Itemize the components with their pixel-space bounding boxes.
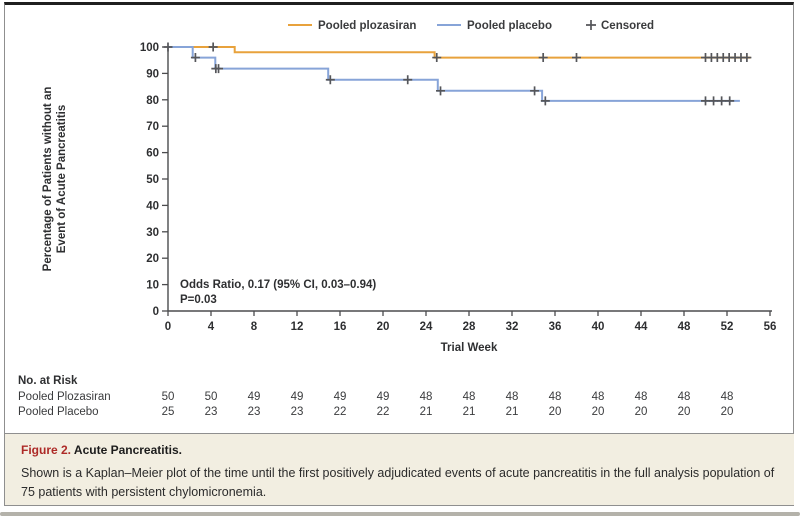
- legend-label: Pooled placebo: [467, 20, 552, 32]
- at-risk-value: 20: [592, 406, 605, 418]
- legend-label: Censored: [601, 20, 654, 32]
- at-risk-value: 49: [248, 391, 261, 403]
- at-risk-header: No. at Risk: [18, 375, 78, 387]
- x-tick-label: 36: [549, 321, 562, 333]
- censor-mark: [208, 42, 218, 52]
- figure-caption-title: Figure 2. Acute Pancreatitis.: [21, 443, 778, 457]
- censor-mark: [325, 75, 335, 85]
- odds-ratio-annotation: Odds Ratio, 0.17 (95% CI, 0.03–0.94) P=0.…: [180, 279, 376, 306]
- censor-mark: [163, 42, 173, 52]
- y-tick-label: 60: [146, 148, 159, 160]
- y-tick-label: 100: [140, 42, 159, 54]
- survival-curves: [168, 46, 751, 102]
- at-risk-value: 48: [678, 391, 691, 403]
- y-tick-label: 30: [146, 227, 159, 239]
- at-risk-value: 48: [463, 391, 476, 403]
- at-risk-row-label: Pooled Placebo: [18, 406, 99, 418]
- y-tick-label: 90: [146, 68, 159, 80]
- censor-mark: [725, 96, 735, 106]
- at-risk-value: 49: [377, 391, 390, 403]
- x-tick-label: 8: [251, 321, 258, 333]
- x-tick-label: 4: [208, 321, 215, 333]
- at-risk-value: 50: [162, 391, 175, 403]
- at-risk-value: 48: [420, 391, 433, 403]
- x-tick-label: 28: [463, 321, 476, 333]
- curve-pooled-plozasiran: [168, 46, 751, 59]
- censor-mark: [540, 96, 550, 106]
- censor-mark: [436, 86, 446, 96]
- at-risk-value: 49: [291, 391, 304, 403]
- at-risk-value: 49: [334, 391, 347, 403]
- y-tick-label: 0: [153, 306, 159, 318]
- at-risk-value: 22: [334, 406, 347, 418]
- censor-mark: [709, 96, 719, 106]
- curve-pooled-placebo: [168, 46, 740, 102]
- x-tick-label: 0: [165, 321, 171, 333]
- at-risk-value: 48: [592, 391, 605, 403]
- censor-mark: [701, 96, 710, 106]
- y-tick-label: 80: [146, 95, 159, 107]
- x-tick-label: 56: [764, 321, 777, 333]
- at-risk-value: 20: [721, 406, 734, 418]
- p-value-text: P=0.03: [180, 294, 217, 306]
- at-risk-value: 48: [721, 391, 734, 403]
- at-risk-value: 21: [420, 406, 433, 418]
- x-tick-label: 44: [635, 321, 648, 333]
- x-tick-label: 32: [506, 321, 519, 333]
- censor-mark: [717, 96, 727, 106]
- censor-mark: [190, 53, 200, 63]
- at-risk-value: 21: [463, 406, 476, 418]
- bottom-divider-bar: [0, 512, 800, 516]
- x-tick-label: 48: [678, 321, 691, 333]
- x-tick-label: 12: [291, 321, 304, 333]
- x-tick-label: 20: [377, 321, 390, 333]
- at-risk-value: 23: [205, 406, 218, 418]
- at-risk-value: 48: [635, 391, 648, 403]
- censor-mark: [538, 53, 548, 63]
- legend-censored-plus-icon: [586, 20, 596, 30]
- y-axis-title-line1: Percentage of Patients without an: [42, 87, 54, 272]
- y-tick-label: 70: [146, 121, 159, 133]
- at-risk-value: 22: [377, 406, 390, 418]
- legend-label: Pooled plozasiran: [318, 20, 416, 32]
- at-risk-value: 48: [506, 391, 519, 403]
- at-risk-value: 48: [549, 391, 562, 403]
- at-risk-value: 20: [635, 406, 648, 418]
- x-tick-label: 40: [592, 321, 605, 333]
- figure-label: Figure 2.: [21, 443, 72, 457]
- censor-mark: [432, 53, 442, 63]
- y-tick-label: 40: [146, 200, 159, 212]
- at-risk-value: 25: [162, 406, 175, 418]
- censor-mark: [742, 53, 752, 63]
- at-risk-table: No. at Risk Pooled Plozasiran 50 50 49 49 49 49…: [18, 375, 733, 418]
- legend: Pooled plozasiran Pooled placebo Censored: [288, 20, 654, 32]
- censor-marks: [163, 42, 752, 106]
- censor-mark: [530, 86, 540, 96]
- figure-caption: Figure 2. Acute Pancreatitis. Shown is a…: [5, 433, 794, 505]
- odds-ratio-text: Odds Ratio, 0.17 (95% CI, 0.03–0.94): [180, 279, 376, 291]
- y-tick-label: 20: [146, 253, 159, 265]
- y-tick-label: 10: [146, 280, 159, 292]
- figure-title: Acute Pancreatitis.: [73, 443, 182, 457]
- at-risk-value: 20: [549, 406, 562, 418]
- y-axis-title-line2: Event of Acute Pancreatitis: [56, 105, 68, 253]
- censor-mark: [403, 75, 413, 85]
- x-axis-title: Trial Week: [441, 342, 498, 354]
- at-risk-value: 21: [506, 406, 519, 418]
- figure-caption-text: Shown is a Kaplan–Meier plot of the time…: [21, 466, 775, 499]
- at-risk-row-label: Pooled Plozasiran: [18, 391, 111, 403]
- censor-mark: [214, 64, 224, 74]
- at-risk-value: 50: [205, 391, 218, 403]
- y-tick-label: 50: [146, 174, 159, 186]
- at-risk-value: 23: [291, 406, 304, 418]
- x-tick-label: 16: [334, 321, 347, 333]
- x-tick-label: 24: [420, 321, 433, 333]
- at-risk-value: 23: [248, 406, 261, 418]
- at-risk-value: 20: [678, 406, 691, 418]
- x-tick-label: 52: [721, 321, 734, 333]
- censor-mark: [572, 53, 581, 63]
